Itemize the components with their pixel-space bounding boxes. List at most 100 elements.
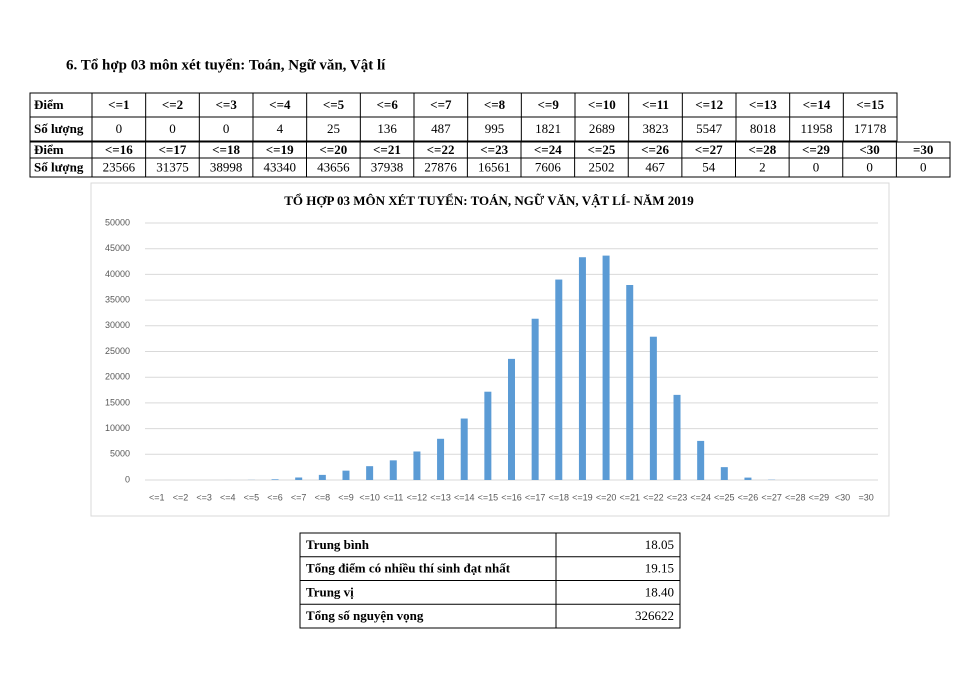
y-tick-label: 15000 xyxy=(105,397,130,407)
bar xyxy=(271,479,279,480)
bar xyxy=(720,467,728,480)
score-cell: <=20 xyxy=(319,142,347,157)
row-label: Điểm xyxy=(34,97,64,112)
bar xyxy=(555,279,563,480)
x-tick-label: =30 xyxy=(859,492,874,502)
stat-value: 19.15 xyxy=(645,561,674,576)
heading: 6. Tổ hợp 03 môn xét tuyển: Toán, Ngữ vă… xyxy=(66,57,386,73)
y-tick-label: 50000 xyxy=(105,217,130,227)
count-cell: 136 xyxy=(377,121,397,136)
bar xyxy=(602,255,610,480)
count-cell: 5547 xyxy=(696,121,723,136)
count-cell: 1821 xyxy=(535,121,561,136)
stat-label: Trung vị xyxy=(306,584,354,599)
x-tick-label: <=23 xyxy=(667,492,688,502)
count-cell: 16561 xyxy=(478,159,511,174)
y-tick-label: 5000 xyxy=(110,449,130,459)
x-tick-label: <30 xyxy=(835,492,850,502)
y-tick-label: 20000 xyxy=(105,372,130,382)
chart-frame xyxy=(90,182,890,517)
count-cell: 25 xyxy=(327,121,340,136)
score-cell: <=25 xyxy=(588,142,616,157)
bar xyxy=(649,336,657,480)
x-tick-label: <=2 xyxy=(173,492,189,502)
score-cell: <=28 xyxy=(748,142,776,157)
bar xyxy=(744,477,752,480)
count-cell: 11958 xyxy=(800,121,832,136)
x-tick-label: <=4 xyxy=(220,492,236,502)
x-tick-label: <=28 xyxy=(785,492,806,502)
bar xyxy=(342,470,350,480)
x-tick-label: <=20 xyxy=(596,492,617,502)
count-cell: 23566 xyxy=(103,159,136,174)
x-tick-label: <=25 xyxy=(714,492,735,502)
x-tick-label: <=16 xyxy=(501,492,522,502)
x-tick-label: <=24 xyxy=(690,492,711,502)
score-cell: <=5 xyxy=(323,97,345,112)
bar xyxy=(508,358,515,480)
score-cell: <=3 xyxy=(216,97,238,112)
score-cell: <=2 xyxy=(162,97,183,112)
y-tick-label: 35000 xyxy=(105,294,130,304)
bar xyxy=(295,477,303,480)
row-label: Số lượng xyxy=(34,159,84,174)
y-tick-label: 40000 xyxy=(105,269,130,279)
score-cell: <=19 xyxy=(266,142,294,157)
bar xyxy=(484,391,492,480)
score-cell: =30 xyxy=(913,142,933,157)
score-cell: <=9 xyxy=(538,97,560,112)
x-tick-label: <=14 xyxy=(454,492,475,502)
y-tick-label: 10000 xyxy=(105,423,130,433)
x-tick-label: <=19 xyxy=(572,492,593,502)
count-cell: 2 xyxy=(759,159,766,174)
count-cell: 3823 xyxy=(643,121,669,136)
score-cell: <=17 xyxy=(159,142,187,157)
row-label: Điểm xyxy=(34,142,64,157)
stat-value: 326622 xyxy=(635,608,674,623)
count-cell: 0 xyxy=(920,159,927,174)
score-cell: <=1 xyxy=(108,97,129,112)
bar xyxy=(389,460,397,480)
score-cell: <=4 xyxy=(269,97,291,112)
score-cell: <=15 xyxy=(856,97,884,112)
y-tick-label: 30000 xyxy=(105,320,130,330)
count-cell: 17178 xyxy=(854,121,887,136)
bar xyxy=(318,474,326,480)
bar xyxy=(460,418,468,480)
count-cell: 0 xyxy=(169,121,176,136)
bar xyxy=(626,284,634,480)
score-cell: <=8 xyxy=(484,97,506,112)
bar xyxy=(673,394,681,480)
x-tick-label: <=17 xyxy=(525,492,546,502)
x-tick-label: <=27 xyxy=(761,492,782,502)
score-cell: <=27 xyxy=(695,142,723,157)
x-tick-label: <=1 xyxy=(149,492,165,502)
table-border xyxy=(29,141,951,178)
x-tick-label: <=13 xyxy=(430,492,451,502)
score-cell: <=22 xyxy=(427,142,455,157)
count-cell: 7606 xyxy=(535,159,562,174)
score-cell: <=16 xyxy=(105,142,133,157)
x-tick-label: <=10 xyxy=(359,492,380,502)
x-tick-label: <=15 xyxy=(478,492,499,502)
score-cell: <=26 xyxy=(641,142,669,157)
count-cell: 31375 xyxy=(156,159,189,174)
x-tick-label: <=7 xyxy=(291,492,307,502)
stat-label: Tổng số nguyện vọng xyxy=(306,608,424,623)
tables xyxy=(29,92,951,629)
score-cell: <=12 xyxy=(695,97,723,112)
score-cell: <=13 xyxy=(749,97,777,112)
score-cell: <=6 xyxy=(377,97,399,112)
x-tick-label: <=22 xyxy=(643,492,664,502)
count-cell: 8018 xyxy=(750,121,776,136)
x-tick-label: <=9 xyxy=(338,492,354,502)
row-label: Số lượng xyxy=(34,121,84,136)
count-cell: 0 xyxy=(223,121,230,136)
score-cell: <=21 xyxy=(373,142,401,157)
count-cell: 54 xyxy=(702,159,716,174)
score-cell: <=14 xyxy=(803,97,831,112)
count-cell: 0 xyxy=(116,121,123,136)
count-cell: 2502 xyxy=(588,159,614,174)
stat-value: 18.40 xyxy=(645,584,674,599)
score-cell: <=29 xyxy=(802,142,830,157)
